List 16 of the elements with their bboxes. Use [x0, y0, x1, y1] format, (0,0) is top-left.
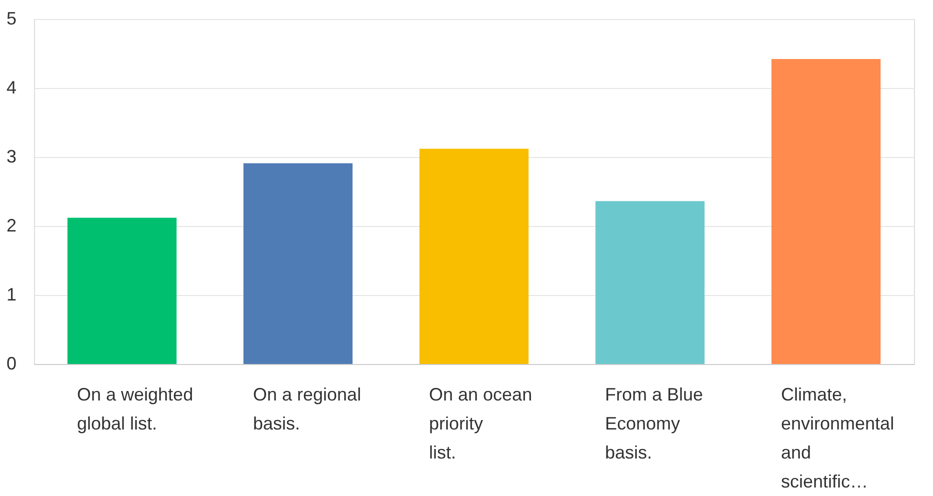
bar	[595, 201, 705, 364]
y-tick-label: 1	[6, 284, 16, 304]
bar	[419, 148, 529, 364]
y-tick-label: 4	[6, 78, 16, 98]
x-tick-label: On a regional basis.	[253, 384, 362, 434]
x-tick-label: Climate, environmental and scientific…	[781, 384, 894, 492]
x-tick-label: On an ocean priority list.	[429, 384, 532, 462]
y-tick-label: 3	[6, 146, 16, 166]
bar	[243, 163, 353, 364]
y-tick-label: 0	[6, 354, 16, 374]
bar	[67, 218, 177, 364]
x-tick-label: From a Blue Economy basis.	[605, 384, 704, 462]
y-tick-label: 2	[6, 216, 16, 236]
y-tick-label: 5	[6, 8, 16, 28]
x-tick-label: On a weighted global list.	[77, 384, 194, 434]
bar	[771, 59, 881, 364]
